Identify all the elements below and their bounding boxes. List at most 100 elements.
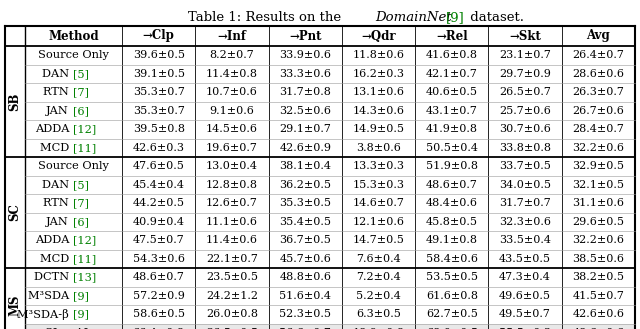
Text: [11]: [11] — [73, 254, 96, 264]
Text: 34.0±0.5: 34.0±0.5 — [499, 180, 551, 190]
Text: MS: MS — [9, 294, 22, 316]
Text: JAN: JAN — [46, 217, 73, 227]
Text: 14.3±0.6: 14.3±0.6 — [353, 106, 404, 116]
Text: 42.6±0.6: 42.6±0.6 — [572, 309, 625, 319]
Text: 26.0±0.8: 26.0±0.8 — [206, 309, 258, 319]
Text: RTN: RTN — [44, 87, 73, 97]
Text: 26.5±0.7: 26.5±0.7 — [499, 87, 551, 97]
Text: 48.6±0.6: 48.6±0.6 — [572, 328, 625, 329]
Text: 14.9±0.5: 14.9±0.5 — [353, 124, 404, 134]
Text: SImpAI₁₀₁: SImpAI₁₀₁ — [45, 328, 102, 329]
Text: 31.7±0.7: 31.7±0.7 — [499, 198, 551, 208]
Text: 51.6±0.4: 51.6±0.4 — [279, 291, 332, 301]
Text: 26.3±0.7: 26.3±0.7 — [572, 87, 624, 97]
Text: 14.5±0.6: 14.5±0.6 — [206, 124, 258, 134]
Text: RTN: RTN — [44, 198, 73, 208]
Text: 54.3±0.6: 54.3±0.6 — [132, 254, 185, 264]
Text: 31.7±0.8: 31.7±0.8 — [279, 87, 331, 97]
Text: 57.2±0.9: 57.2±0.9 — [132, 291, 184, 301]
Text: [12]: [12] — [73, 124, 96, 134]
Text: 13.0±0.4: 13.0±0.4 — [206, 161, 258, 171]
Text: 49.5±0.7: 49.5±0.7 — [499, 309, 551, 319]
Text: 39.6±0.5: 39.6±0.5 — [132, 50, 185, 60]
Text: 43.1±0.7: 43.1±0.7 — [426, 106, 477, 116]
Text: 42.6±0.3: 42.6±0.3 — [132, 143, 185, 153]
Text: 48.6±0.7: 48.6±0.7 — [426, 180, 477, 190]
Text: 11.8±0.6: 11.8±0.6 — [353, 50, 404, 60]
Text: 55.5±0.3: 55.5±0.3 — [499, 328, 551, 329]
Text: 29.6±0.5: 29.6±0.5 — [572, 217, 625, 227]
Text: 10.7±0.6: 10.7±0.6 — [206, 87, 258, 97]
Text: 14.7±0.5: 14.7±0.5 — [353, 235, 404, 245]
Text: dataset.: dataset. — [466, 11, 524, 24]
Text: 12.1±0.6: 12.1±0.6 — [353, 217, 404, 227]
Text: 52.3±0.5: 52.3±0.5 — [279, 309, 332, 319]
Text: 33.3±0.6: 33.3±0.6 — [279, 69, 332, 79]
Text: 36.7±0.5: 36.7±0.5 — [279, 235, 331, 245]
Text: 48.4±0.6: 48.4±0.6 — [426, 198, 478, 208]
Text: [6]: [6] — [73, 106, 89, 116]
Text: 26.5±0.5: 26.5±0.5 — [206, 328, 258, 329]
Text: M³SDA: M³SDA — [28, 291, 73, 301]
Text: 42.6±0.9: 42.6±0.9 — [279, 143, 332, 153]
Text: →Pnt: →Pnt — [289, 30, 321, 42]
Text: 5.2±0.4: 5.2±0.4 — [356, 291, 401, 301]
Text: 41.9±0.8: 41.9±0.8 — [426, 124, 478, 134]
Text: 33.9±0.6: 33.9±0.6 — [279, 50, 332, 60]
Text: 53.5±0.5: 53.5±0.5 — [426, 272, 478, 282]
Text: M³SDA-β: M³SDA-β — [17, 309, 73, 320]
Text: 26.7±0.6: 26.7±0.6 — [572, 106, 624, 116]
Text: JAN: JAN — [46, 106, 73, 116]
Text: 58.4±0.6: 58.4±0.6 — [426, 254, 478, 264]
Text: 14.6±0.7: 14.6±0.7 — [353, 198, 404, 208]
Text: 29.7±0.9: 29.7±0.9 — [499, 69, 551, 79]
Text: 23.1±0.7: 23.1±0.7 — [499, 50, 551, 60]
Text: 56.6±0.7: 56.6±0.7 — [279, 328, 331, 329]
Text: SC: SC — [9, 204, 22, 221]
Text: 8.2±0.7: 8.2±0.7 — [209, 50, 254, 60]
Text: ADDA: ADDA — [35, 235, 73, 245]
Text: DAN: DAN — [42, 180, 73, 190]
Text: Method: Method — [49, 30, 99, 42]
Text: →Inf: →Inf — [218, 30, 246, 42]
Text: 50.5±0.4: 50.5±0.4 — [426, 143, 478, 153]
Text: [7]: [7] — [73, 198, 89, 208]
Text: →Rel: →Rel — [436, 30, 468, 42]
Text: ADDA: ADDA — [35, 124, 73, 134]
Text: 28.4±0.7: 28.4±0.7 — [572, 124, 624, 134]
Text: DomainNet: DomainNet — [375, 11, 452, 24]
Text: 13.3±0.3: 13.3±0.3 — [353, 161, 404, 171]
Text: 35.4±0.5: 35.4±0.5 — [279, 217, 332, 227]
Text: 18.9±0.8: 18.9±0.8 — [353, 328, 404, 329]
Text: [9]: [9] — [446, 11, 465, 24]
Text: 40.9±0.4: 40.9±0.4 — [132, 217, 185, 227]
Text: [13]: [13] — [73, 272, 96, 282]
Text: 9.1±0.6: 9.1±0.6 — [209, 106, 255, 116]
Text: Source Only: Source Only — [38, 161, 109, 171]
Text: 45.7±0.6: 45.7±0.6 — [279, 254, 331, 264]
Text: 42.1±0.7: 42.1±0.7 — [426, 69, 477, 79]
Text: 11.4±0.8: 11.4±0.8 — [206, 69, 258, 79]
Text: MCD: MCD — [40, 143, 73, 153]
Text: 38.2±0.5: 38.2±0.5 — [572, 272, 625, 282]
Text: →Skt: →Skt — [509, 30, 541, 42]
Text: 48.8±0.6: 48.8±0.6 — [279, 272, 332, 282]
Text: 62.7±0.5: 62.7±0.5 — [426, 309, 477, 319]
Text: 35.3±0.7: 35.3±0.7 — [132, 87, 184, 97]
Text: 36.2±0.5: 36.2±0.5 — [279, 180, 332, 190]
Text: 49.6±0.5: 49.6±0.5 — [499, 291, 551, 301]
Text: 38.5±0.6: 38.5±0.6 — [572, 254, 625, 264]
Text: [7]: [7] — [73, 87, 89, 97]
Text: 45.4±0.4: 45.4±0.4 — [132, 180, 185, 190]
Text: 39.5±0.8: 39.5±0.8 — [132, 124, 185, 134]
Text: [6]: [6] — [73, 217, 89, 227]
Text: 41.5±0.7: 41.5±0.7 — [572, 291, 624, 301]
Text: 11.1±0.6: 11.1±0.6 — [206, 217, 258, 227]
Text: 33.8±0.8: 33.8±0.8 — [499, 143, 551, 153]
Text: 66.4±0.8: 66.4±0.8 — [132, 328, 185, 329]
Text: Source Only: Source Only — [38, 50, 109, 60]
Text: 30.7±0.6: 30.7±0.6 — [499, 124, 551, 134]
Text: 33.7±0.5: 33.7±0.5 — [499, 161, 551, 171]
Text: 35.3±0.7: 35.3±0.7 — [132, 106, 184, 116]
Text: 32.3±0.6: 32.3±0.6 — [499, 217, 551, 227]
